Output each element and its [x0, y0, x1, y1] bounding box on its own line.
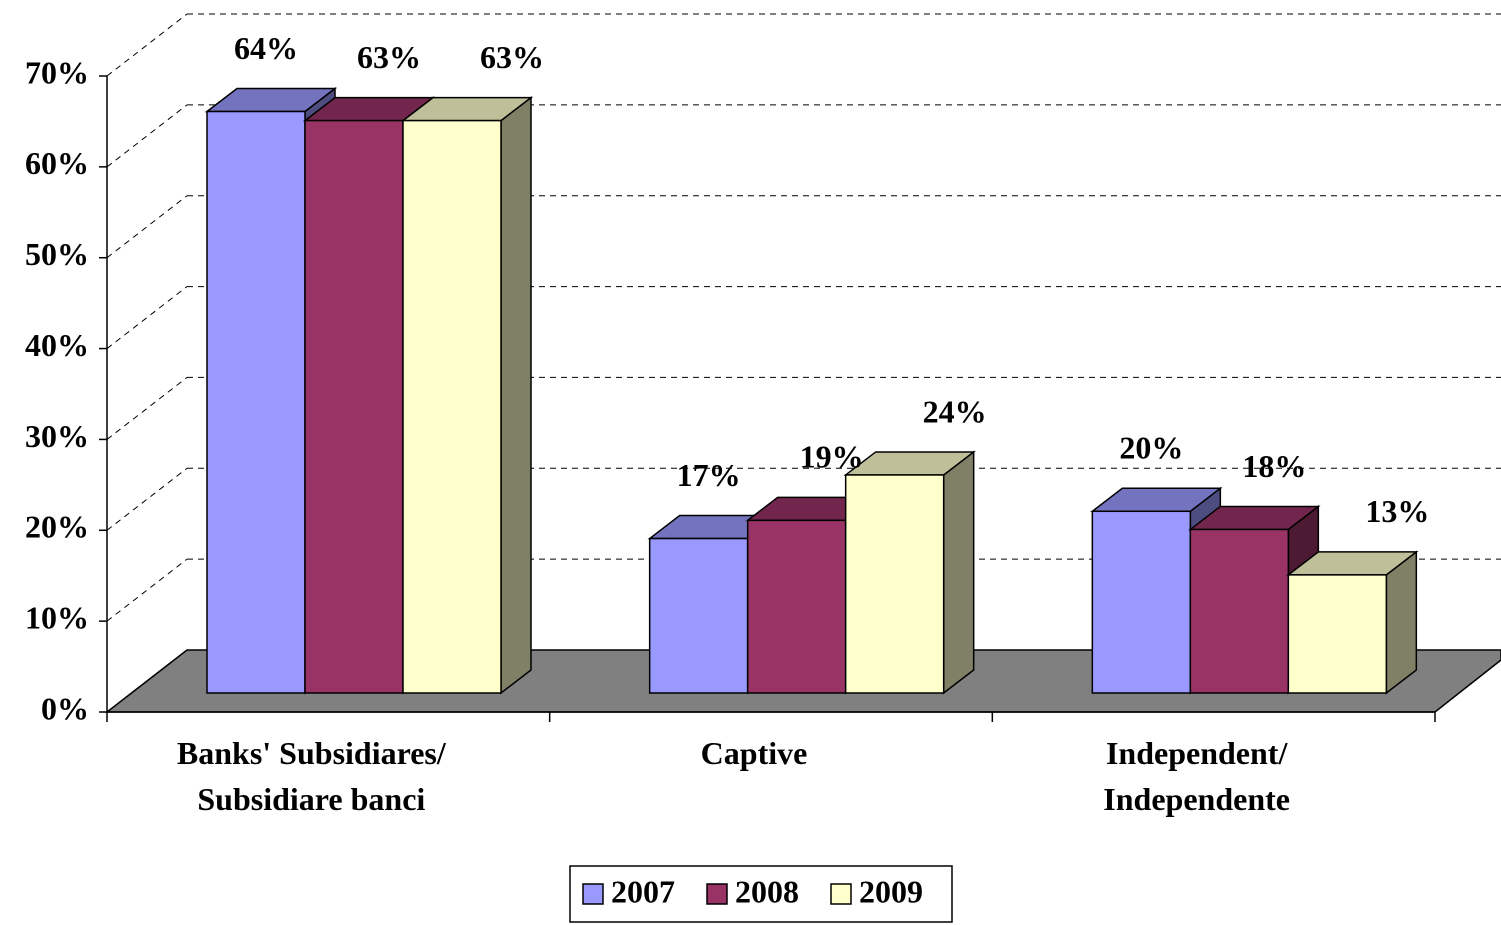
wall-line [106, 558, 188, 622]
y-tick-label: 50% [25, 236, 89, 272]
wall-line [106, 13, 188, 77]
bar [1287, 574, 1388, 694]
x-tick-label: Captive [700, 735, 808, 771]
y-tick-label: 10% [25, 599, 89, 635]
value-label: 64% [234, 30, 298, 66]
bar-side [942, 450, 975, 695]
wall-line [106, 104, 188, 168]
bar-side [500, 96, 532, 695]
bar [304, 119, 404, 694]
legend-label: 2007 [611, 873, 675, 909]
legend [569, 865, 953, 923]
value-label: 19% [800, 439, 864, 475]
y-tick-label: 0% [41, 690, 89, 726]
bar-side [1385, 550, 1418, 695]
value-label: 24% [923, 393, 987, 429]
legend-swatch [830, 883, 852, 905]
value-label: 63% [480, 39, 544, 75]
wall-line [106, 377, 188, 440]
value-label: 20% [1119, 430, 1183, 466]
wall-line [106, 286, 188, 349]
value-label: 13% [1365, 493, 1429, 529]
y-tick-label: 40% [25, 327, 89, 363]
x-tick-label: Independent/ Independente [1103, 735, 1290, 817]
y-tick-label: 20% [25, 509, 89, 545]
bar [648, 537, 749, 694]
y-tick-label: 70% [25, 54, 89, 90]
x-tick-label: Banks' Subsidiares/ Subsidiare banci [176, 735, 446, 817]
bar [1091, 510, 1192, 694]
legend-label: 2008 [735, 873, 799, 909]
wall-line [106, 195, 188, 259]
bar [746, 519, 847, 694]
y-tick-label: 60% [25, 145, 89, 181]
y-tick-label: 30% [25, 418, 89, 454]
bar [844, 474, 945, 694]
legend-swatch [706, 883, 728, 905]
wall-line [106, 467, 188, 531]
bar [1189, 528, 1290, 694]
bar [206, 110, 306, 694]
value-label: 17% [677, 457, 741, 493]
value-label: 63% [357, 39, 421, 75]
value-label: 18% [1242, 448, 1306, 484]
wall-line [106, 649, 188, 713]
legend-label: 2009 [859, 873, 923, 909]
legend-swatch [582, 883, 604, 905]
bar [402, 119, 502, 694]
